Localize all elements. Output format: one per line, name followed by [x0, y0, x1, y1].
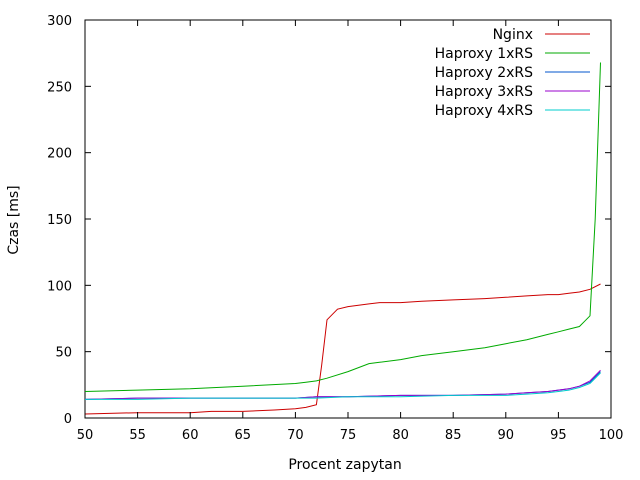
series-line-1 — [84, 283, 601, 415]
x-tick-label: 65 — [235, 428, 252, 443]
x-tick-label: 90 — [498, 428, 515, 443]
y-tick-label: 250 — [47, 80, 72, 95]
y-tick-label: 0 — [64, 412, 72, 427]
series-line-3 — [84, 371, 601, 400]
legend-label-4: Haproxy 3xRS — [435, 84, 534, 100]
x-tick-label: 95 — [550, 428, 567, 443]
x-tick-label: 50 — [77, 428, 94, 443]
x-tick-label: 100 — [599, 428, 624, 443]
series-layer — [84, 62, 601, 415]
legend-label-2: Haproxy 1xRS — [435, 46, 534, 62]
x-tick-label: 70 — [287, 428, 304, 443]
x-tick-label: 80 — [392, 428, 409, 443]
series-line-4 — [84, 369, 601, 400]
x-axis-label: Procent zapytan — [288, 457, 401, 473]
x-tick-label: 55 — [129, 428, 146, 443]
x-tick-label: 85 — [445, 428, 462, 443]
y-tick-label: 200 — [47, 147, 72, 162]
y-tick-label: 50 — [55, 346, 72, 361]
series-line-5 — [85, 372, 601, 400]
x-tick-label: 60 — [182, 428, 199, 443]
ticks-layer: 50 55 60 65 70 75 80 85 90 95 100 0 50 100 150 200 250 30… — [47, 14, 623, 443]
y-tick-label: 100 — [47, 279, 72, 294]
y-tick-label: 300 — [47, 14, 72, 29]
y-axis-label: Czas [ms] — [6, 185, 22, 254]
x-tick-label: 75 — [340, 428, 357, 443]
legend-label-5: Haproxy 4xRS — [435, 103, 534, 119]
series-line-2 — [84, 62, 601, 392]
legend-label-3: Haproxy 2xRS — [435, 65, 534, 81]
legend: Nginx Haproxy 1xRS Haproxy 2xRS Haproxy 3xR… — [435, 27, 590, 119]
y-tick-label: 150 — [47, 213, 72, 228]
legend-label-1: Nginx — [493, 27, 533, 43]
